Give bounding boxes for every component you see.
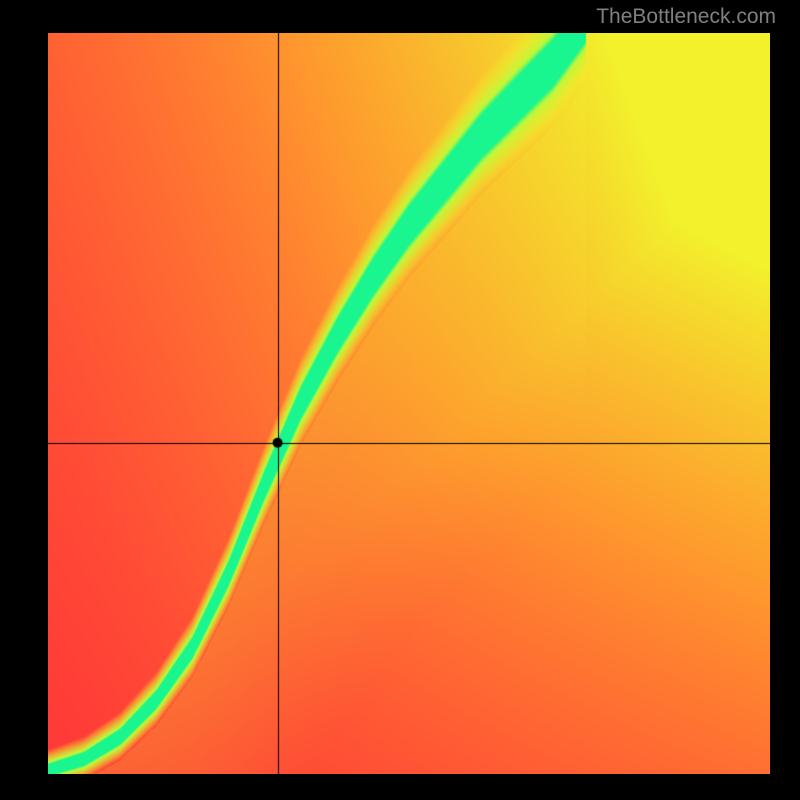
watermark-text: TheBottleneck.com bbox=[596, 5, 776, 29]
bottleneck-heatmap bbox=[48, 33, 770, 774]
heatmap-canvas bbox=[48, 33, 770, 774]
